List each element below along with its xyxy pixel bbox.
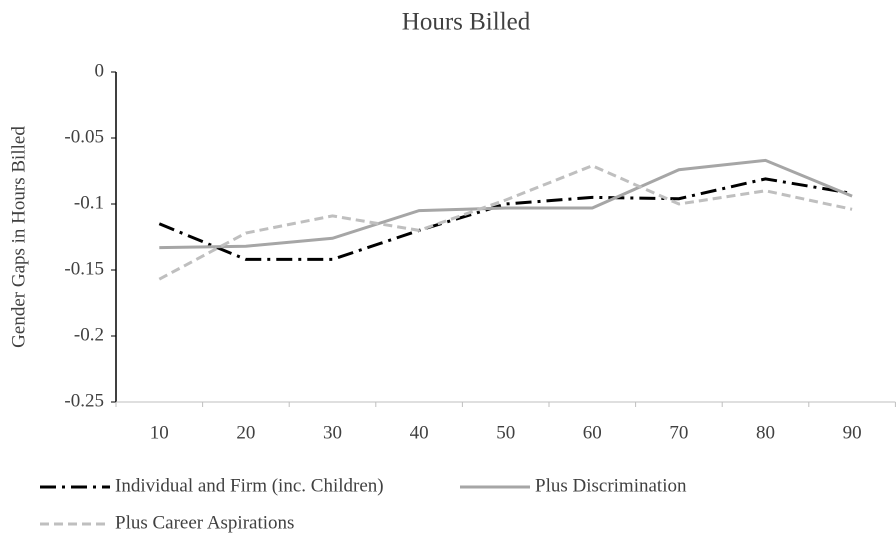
legend-label: Individual and Firm (inc. Children) xyxy=(115,475,384,496)
x-tick-label: 80 xyxy=(756,422,775,443)
x-tick-label: 60 xyxy=(583,422,602,443)
y-tick-label: -0.2 xyxy=(74,324,104,345)
x-tick-label: 50 xyxy=(496,422,515,443)
y-tick-label: 0 xyxy=(95,60,105,81)
x-tick-label: 10 xyxy=(150,422,169,443)
x-tick-label: 30 xyxy=(323,422,342,443)
x-tick-label: 90 xyxy=(843,422,862,443)
x-tick-label: 40 xyxy=(410,422,429,443)
x-tick-label: 70 xyxy=(669,422,688,443)
series-line xyxy=(159,158,853,250)
y-tick-label: -0.1 xyxy=(74,192,104,213)
chart-title: Hours Billed xyxy=(402,9,531,36)
legend-label: Plus Career Aspirations xyxy=(115,512,294,533)
y-tick-label: -0.05 xyxy=(64,126,104,147)
y-tick-label: -0.15 xyxy=(64,258,104,279)
series-line xyxy=(158,177,853,261)
series-line xyxy=(158,164,853,281)
y-axis-label: Gender Gaps in Hours Billed xyxy=(8,126,29,348)
y-tick-label: -0.25 xyxy=(64,390,104,411)
x-tick-label: 20 xyxy=(236,422,255,443)
legend-label: Plus Discrimination xyxy=(535,475,687,496)
